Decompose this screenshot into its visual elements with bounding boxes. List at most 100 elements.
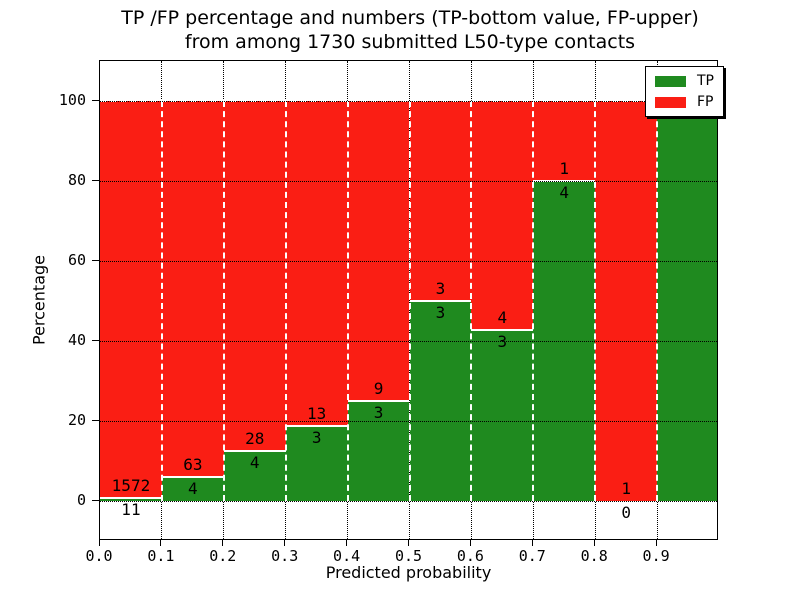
bin-separator	[222, 101, 225, 501]
bar-fp	[100, 101, 162, 499]
y-tick	[92, 259, 99, 261]
x-tick	[346, 540, 348, 546]
x-tick	[593, 540, 595, 546]
x-tick-label: 0.4	[333, 547, 361, 565]
fp-count-label: 1	[559, 159, 570, 178]
bar-tp	[100, 498, 162, 501]
bin-separator	[346, 101, 349, 501]
legend-label-fp: FP	[697, 94, 714, 110]
bin-separator	[284, 101, 287, 501]
tp-count-label: 3	[373, 403, 384, 422]
y-tick-label: 80	[67, 171, 86, 189]
chart-title: TP /FP percentage and numbers (TP-bottom…	[70, 6, 750, 54]
y-tick	[92, 99, 99, 101]
fp-count-label: 9	[373, 379, 384, 398]
bar-tp	[657, 101, 717, 501]
x-tick	[98, 540, 100, 546]
y-tick	[92, 419, 99, 421]
bar-fp	[285, 101, 348, 426]
tp-count-label: 0	[621, 503, 631, 522]
fp-count-label: 4	[497, 307, 508, 327]
y-tick-label: 100	[58, 91, 86, 109]
tp-count-label: 11	[121, 500, 141, 520]
x-tick	[531, 540, 533, 546]
bar-fp	[595, 101, 658, 501]
x-tick-label: 0.8	[580, 547, 608, 565]
fp-count-label: 1	[621, 479, 631, 498]
x-tick-label: 0.1	[147, 547, 175, 565]
bin-separator	[656, 101, 659, 501]
bin-separator	[470, 101, 473, 501]
x-tick-label: 0.0	[85, 547, 113, 565]
x-tick-label: 0.9	[642, 547, 670, 565]
fp-count-label: 1572	[111, 476, 151, 496]
x-tick-label: 0.5	[394, 547, 423, 565]
h-gridline	[100, 500, 717, 502]
x-tick-label: 0.6	[456, 547, 484, 565]
bar-fp	[409, 101, 472, 301]
y-tick	[92, 339, 99, 341]
bar-fp	[471, 101, 534, 330]
plot-area: 157211634284133933343141001	[99, 60, 718, 540]
bar-stack-edge	[285, 425, 348, 427]
bar-fp	[161, 101, 224, 478]
tp-count-label: 3	[435, 303, 446, 322]
x-tick	[469, 540, 471, 546]
y-tick	[92, 179, 99, 181]
y-tick-label: 20	[67, 411, 86, 429]
tp-count-label: 3	[497, 331, 508, 351]
x-tick	[222, 540, 224, 546]
x-axis-label: Predicted probability	[325, 563, 492, 582]
bar-stack-edge	[409, 300, 472, 302]
x-tick-label: 0.7	[518, 547, 546, 565]
x-tick	[655, 540, 657, 546]
bar-tp	[409, 301, 472, 501]
y-tick	[92, 499, 99, 501]
chart-title-line2: from among 1730 submitted L50-type conta…	[184, 31, 636, 53]
bar-tp	[471, 329, 534, 501]
tp-color-swatch	[655, 75, 686, 87]
fp-count-label: 13	[307, 404, 327, 423]
bin-separator	[408, 101, 411, 501]
x-tick	[408, 540, 409, 546]
bin-separator	[594, 101, 597, 501]
fp-color-swatch	[655, 96, 686, 108]
h-gridline	[100, 260, 717, 262]
bar-stack-edge	[161, 476, 224, 479]
legend-label-tp: TP	[697, 73, 714, 89]
bar-fp	[533, 101, 596, 181]
bar-stack-edge	[347, 400, 410, 402]
y-tick-label: 40	[67, 331, 86, 349]
bar-tp	[285, 426, 348, 501]
bar-stack-edge	[223, 450, 286, 452]
legend-item-fp: FP	[655, 95, 714, 109]
bar-tp	[223, 451, 286, 501]
legend: TP FP	[645, 66, 724, 117]
bin-separator	[160, 101, 163, 501]
y-tick-label: 60	[67, 251, 86, 269]
x-tick-label: 0.2	[209, 547, 237, 565]
chart-title-line1: TP /FP percentage and numbers (TP-bottom…	[121, 7, 699, 29]
bar-tp	[347, 401, 410, 501]
x-tick	[160, 540, 162, 546]
legend-item-tp: TP	[655, 74, 714, 88]
h-gridline	[100, 180, 717, 182]
fp-count-label: 63	[183, 455, 203, 475]
h-gridline	[100, 420, 717, 422]
bar-stack-edge	[100, 497, 162, 500]
tp-count-label: 4	[249, 453, 260, 472]
x-tick	[284, 540, 286, 546]
h-gridline	[100, 100, 717, 102]
fp-count-label: 28	[245, 429, 265, 448]
y-tick-label: 0	[76, 491, 86, 509]
fp-count-label: 3	[435, 279, 446, 298]
h-gridline	[100, 340, 717, 342]
bar-fp	[347, 101, 410, 401]
tp-count-label: 3	[311, 428, 322, 447]
x-tick-label: 0.3	[271, 547, 299, 565]
tp-count-label: 4	[188, 479, 198, 499]
bar-fp	[223, 101, 286, 451]
tp-count-label: 4	[559, 183, 570, 202]
bar-stack-edge	[471, 328, 534, 331]
